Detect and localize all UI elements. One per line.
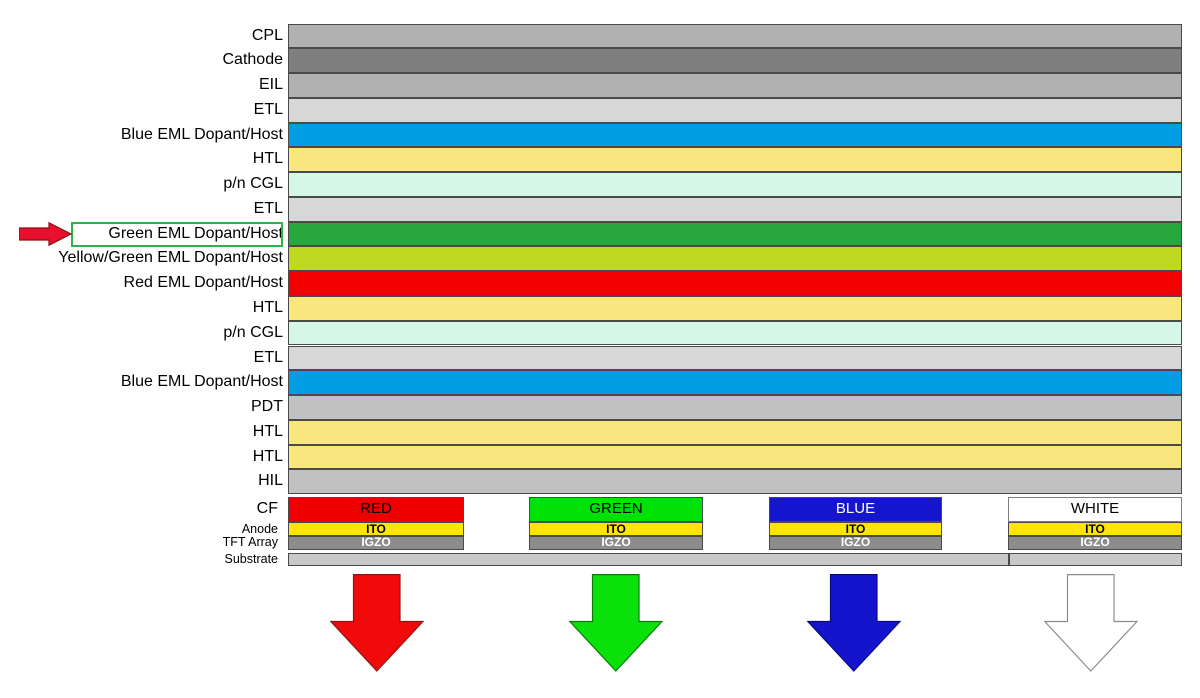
layer-bar-blue-eml-1 (288, 122, 1182, 148)
layer-label-pdt: PDT (251, 398, 283, 415)
layer-label-htl-1: HTL (252, 150, 283, 168)
ito-segment-white: ITO (1008, 521, 1182, 536)
layer-label-cgl-1: p/n CGL (223, 175, 283, 193)
ito-segment-blue: ITO (769, 521, 942, 536)
layer-bar-cgl-2 (288, 320, 1182, 346)
layer-label-blue-eml-1: Blue EML Dopant/Host (120, 125, 283, 143)
layer-bar-yg-eml (288, 246, 1182, 272)
layer-bar-htl-1 (288, 147, 1182, 173)
igzo-segment-blue: IGZO (769, 536, 942, 550)
layer-bar-red-eml (288, 271, 1182, 296)
layer-label-etl-1: ETL (253, 100, 283, 118)
down-arrow-white-icon (1044, 574, 1138, 672)
layer-label-red-eml: Red EML Dopant/Host (123, 274, 283, 292)
layer-label-etl-2: ETL (253, 199, 283, 217)
layer-label-etl-3: ETL (253, 348, 283, 366)
layer-label-cgl-2: p/n CGL (223, 323, 283, 341)
layer-label-cpl: CPL (251, 26, 283, 44)
layer-label-cathode: Cathode (222, 51, 284, 69)
layer-bar-etl-3 (288, 345, 1182, 371)
layer-bar-green-eml (288, 221, 1182, 247)
ito-segment-red: ITO (288, 521, 464, 536)
row-label-tft-array: TFT Array (222, 535, 278, 549)
down-arrow-green-icon (568, 574, 663, 672)
layer-bar-cpl (288, 23, 1182, 49)
igzo-segment-red: IGZO (288, 536, 464, 550)
layer-bar-cgl-1 (288, 172, 1182, 197)
igzo-segment-green: IGZO (529, 536, 703, 550)
red-pointer-arrow-icon (18, 221, 73, 247)
layer-label-blue-eml-2: Blue EML Dopant/Host (120, 373, 283, 391)
layer-label-htl-2: HTL (252, 299, 283, 316)
cf-segment-white: WHITE (1008, 497, 1182, 522)
highlight-box-green-eml (71, 221, 283, 247)
row-label-substrate: Substrate (224, 551, 278, 566)
layer-label-htl-4: HTL (252, 447, 283, 465)
cf-segment-blue: BLUE (769, 497, 942, 522)
layer-bar-htl-4 (288, 444, 1182, 470)
layer-bar-blue-eml-2 (288, 370, 1182, 396)
row-label-anode: Anode (241, 521, 278, 536)
layer-bar-cathode (288, 48, 1182, 74)
layer-bar-htl-3 (288, 419, 1182, 445)
layer-bar-etl-2 (288, 196, 1182, 222)
substrate-bar (288, 552, 1182, 566)
down-arrow-red-icon (330, 574, 424, 672)
layer-label-eil: EIL (258, 76, 283, 94)
ito-segment-green: ITO (529, 521, 703, 536)
down-arrow-blue-icon (807, 574, 901, 672)
layer-bar-hil (288, 469, 1182, 495)
layer-bar-etl-1 (288, 97, 1182, 123)
cf-segment-red: RED (288, 497, 464, 522)
substrate-divider (1008, 552, 1010, 566)
layer-label-htl-3: HTL (252, 422, 283, 440)
layer-label-green-eml: Green EML Dopant/Host (108, 224, 283, 242)
cf-segment-green: GREEN (529, 497, 703, 522)
layer-bar-eil (288, 73, 1182, 98)
layer-bar-pdt (288, 395, 1182, 420)
igzo-segment-white: IGZO (1008, 536, 1182, 550)
layer-label-hil: HIL (258, 472, 283, 490)
row-label-cf: CF (256, 500, 278, 517)
layer-label-yg-eml: Yellow/Green EML Dopant/Host (58, 249, 283, 267)
layer-bar-htl-2 (288, 296, 1182, 321)
